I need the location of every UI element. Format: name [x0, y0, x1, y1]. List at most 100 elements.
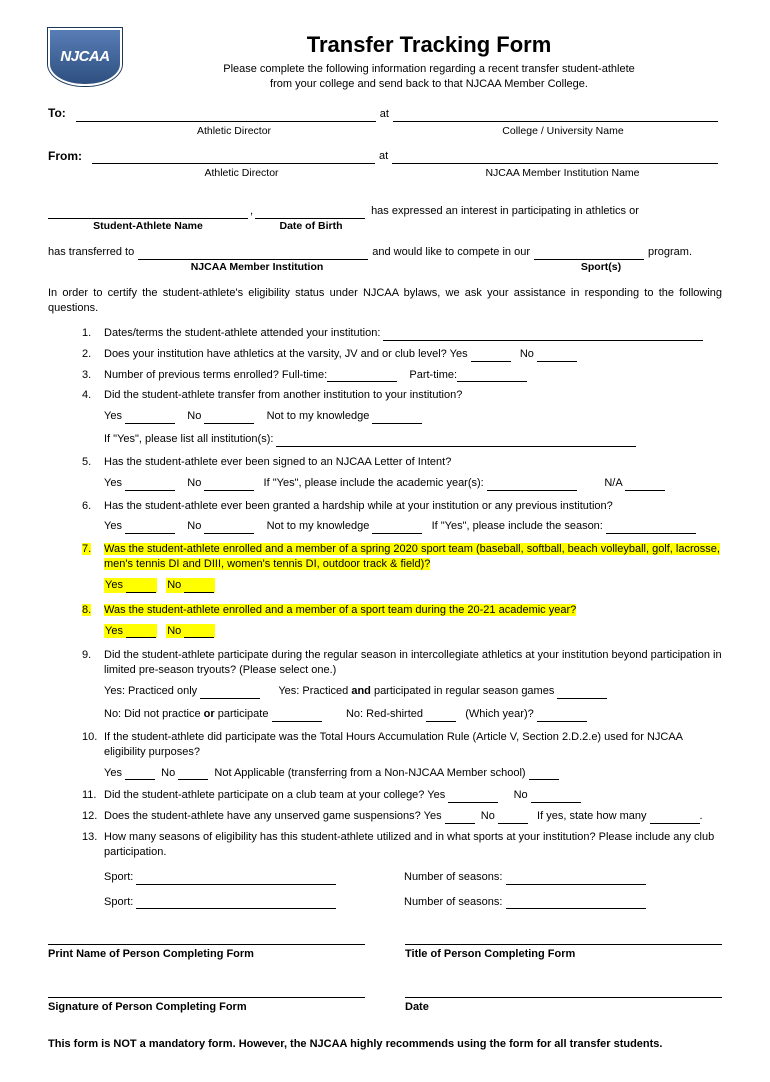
date-block: Date: [405, 984, 722, 1015]
dob-field[interactable]: [255, 207, 365, 219]
sport-2-field[interactable]: [136, 897, 336, 909]
print-name-block: Print Name of Person Completing Form: [48, 931, 365, 962]
q4-options: Yes No Not to my knowledge: [104, 409, 722, 424]
q4: 4. Did the student-athlete transfer from…: [82, 388, 722, 403]
q4-ifyes-text: If "Yes", please list all institution(s)…: [104, 433, 273, 445]
q9-c-field[interactable]: [272, 710, 322, 722]
sport-field[interactable]: [534, 248, 644, 260]
q5-yes-field[interactable]: [125, 479, 175, 491]
q9-opt-b: Yes: Practiced and participated in regul…: [278, 685, 554, 697]
q12-yes-field[interactable]: [445, 812, 475, 824]
q4-ntk-field[interactable]: [372, 412, 422, 424]
q1-field[interactable]: [383, 329, 703, 341]
q10-text: If the student-athlete did participate w…: [104, 731, 682, 758]
q1-text: Dates/terms the student-athlete attended…: [104, 327, 380, 339]
q5-na-field[interactable]: [625, 479, 665, 491]
q7-no-field[interactable]: [184, 581, 214, 593]
q4-no: No: [187, 410, 201, 422]
q7-yes-field[interactable]: [126, 581, 156, 593]
q12-text-a: Does the student-athlete have any unserv…: [104, 810, 442, 822]
student-name-field[interactable]: [48, 207, 248, 219]
q1: 1. Dates/terms the student-athlete atten…: [82, 326, 722, 341]
page-title: Transfer Tracking Form: [136, 30, 722, 60]
footer-note: This form is NOT a mandatory form. Howev…: [48, 1037, 722, 1052]
q4-text: Did the student-athlete transfer from an…: [104, 389, 462, 401]
q10-options: Yes No Not Applicable (transferring from…: [104, 766, 722, 781]
q8-no-field[interactable]: [184, 626, 214, 638]
q2-text-b: No: [520, 348, 534, 360]
signature-block: Signature of Person Completing Form: [48, 984, 365, 1015]
q2: 2. Does your institution have athletics …: [82, 347, 722, 362]
questions-list: 1. Dates/terms the student-athlete atten…: [82, 326, 722, 403]
q11-no-field[interactable]: [531, 791, 581, 803]
q12-text-b: No: [481, 810, 495, 822]
transfer-sentence: has transferred to and would like to com…: [48, 245, 722, 260]
date-caption: Date: [405, 1000, 722, 1015]
q8-yes-field[interactable]: [126, 626, 156, 638]
form-header: NJCAA Transfer Tracking Form Please comp…: [48, 28, 722, 91]
q9-opt-a: Yes: Practiced only: [104, 685, 197, 697]
seasons-1-field[interactable]: [506, 873, 646, 885]
q10-yes-field[interactable]: [125, 768, 155, 780]
sig-row-2: Signature of Person Completing Form Date: [48, 984, 722, 1015]
cap-ath-dir: Athletic Director: [84, 124, 384, 138]
q2-yes-field[interactable]: [471, 350, 511, 362]
q10-na-text: Not Applicable (transferring from a Non-…: [214, 767, 525, 779]
transferred-suffix: program.: [648, 245, 692, 260]
from-athletic-director-field[interactable]: [92, 150, 375, 164]
title-field[interactable]: [405, 931, 722, 945]
q9-row2: No: Did not practice or participate No: …: [104, 707, 722, 722]
q4-no-field[interactable]: [204, 412, 254, 424]
q9-year-field[interactable]: [537, 710, 587, 722]
q5-no-field[interactable]: [204, 479, 254, 491]
q10-na-field[interactable]: [529, 768, 559, 780]
q2-no-field[interactable]: [537, 350, 577, 362]
q5-options: Yes No If "Yes", please include the acad…: [104, 476, 722, 491]
signature-caption: Signature of Person Completing Form: [48, 1000, 365, 1015]
q6-season-field[interactable]: [606, 522, 696, 534]
q6-text: Has the student-athlete ever been grante…: [104, 500, 613, 512]
q3-text-a: Number of previous terms enrolled? Full-…: [104, 369, 327, 381]
q4-yes-field[interactable]: [125, 412, 175, 424]
q12-no-field[interactable]: [498, 812, 528, 824]
from-member-field[interactable]: [392, 150, 718, 164]
cap-ath-dir-2: Athletic Director: [100, 166, 383, 180]
to-college-field[interactable]: [393, 108, 718, 122]
q12: 12. Does the student-athlete have any un…: [82, 809, 722, 824]
sport-1-field[interactable]: [136, 873, 336, 885]
q11-yes-field[interactable]: [448, 791, 498, 803]
title-block: Title of Person Completing Form: [405, 931, 722, 962]
member-institution-field[interactable]: [138, 248, 368, 260]
q10: 10. If the student-athlete did participa…: [82, 730, 722, 760]
title-caption: Title of Person Completing Form: [405, 947, 722, 962]
q12-text-c: If yes, state how many: [537, 810, 646, 822]
transferred-mid: and would like to compete in our: [372, 245, 530, 260]
questions-list-6: 11. Did the student-athlete participate …: [82, 788, 722, 859]
signature-field[interactable]: [48, 984, 365, 998]
date-field[interactable]: [405, 984, 722, 998]
to-row: To: at: [48, 105, 722, 121]
q10-yes: Yes: [104, 767, 122, 779]
q6-yes-field[interactable]: [125, 522, 175, 534]
q9-a-field[interactable]: [200, 687, 260, 699]
to-athletic-director-field[interactable]: [76, 108, 376, 122]
q5-na: N/A: [604, 477, 622, 489]
q9-b-field[interactable]: [557, 687, 607, 699]
q4-institutions-field[interactable]: [276, 435, 636, 447]
q3: 3. Number of previous terms enrolled? Fu…: [82, 368, 722, 383]
cap-student-name: Student-Athlete Name: [48, 219, 248, 233]
q6-no-field[interactable]: [204, 522, 254, 534]
q9-d-field[interactable]: [426, 710, 456, 722]
q3-ft-field[interactable]: [327, 370, 397, 382]
from-label: From:: [48, 148, 82, 164]
q10-no-field[interactable]: [178, 768, 208, 780]
q7-no-block: No: [166, 578, 215, 593]
q12-count-field[interactable]: [650, 812, 700, 824]
q5-year-field[interactable]: [487, 479, 577, 491]
seasons-2-field[interactable]: [506, 897, 646, 909]
q3-pt-field[interactable]: [457, 370, 527, 382]
q6: 6. Has the student-athlete ever been gra…: [82, 499, 722, 514]
q8-yes-block: Yes: [104, 624, 157, 639]
print-name-field[interactable]: [48, 931, 365, 945]
q6-ntk-field[interactable]: [372, 522, 422, 534]
